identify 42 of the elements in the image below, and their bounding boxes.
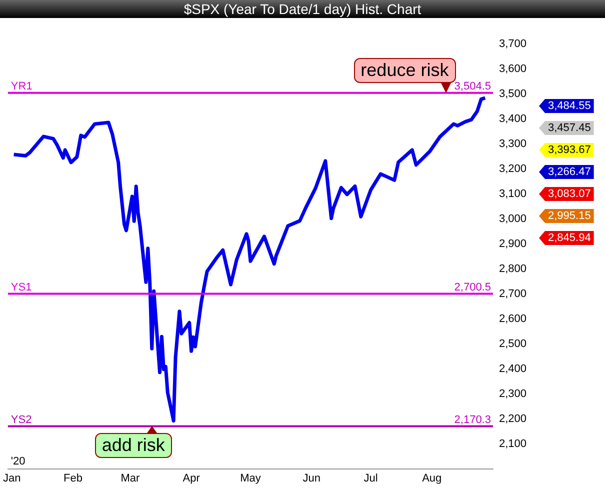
y-tick-label: 3,600 xyxy=(499,63,527,76)
y-tick-label: 3,500 xyxy=(499,88,527,100)
text: 2,845.94 xyxy=(548,232,591,244)
y-tick-label: 2,100 xyxy=(499,438,527,450)
y-tick-label: 2,400 xyxy=(499,362,527,375)
y-tick-label: 2,800 xyxy=(499,262,527,275)
annotation: 2,170.3 xyxy=(454,414,491,426)
x-tick-label: Aug xyxy=(422,472,442,484)
x-tick-label: May xyxy=(240,472,262,484)
x-tick-label: Feb xyxy=(64,472,82,484)
y-tick-label: 2,500 xyxy=(499,338,527,350)
y-tick-label: 2,300 xyxy=(499,388,527,400)
annotation: '20 xyxy=(10,455,26,468)
y-tick-label: 3,000 xyxy=(499,212,527,225)
y-tick-label: 2,200 xyxy=(499,412,527,425)
x-tick-label: Jun xyxy=(302,472,320,484)
ref-line-label: YS1 xyxy=(10,281,32,294)
annotation: add risk xyxy=(94,433,172,458)
y-tick-label: 2,700 xyxy=(499,288,527,300)
text: 3,266.47 xyxy=(548,166,591,178)
y-tick-label: 3,700 xyxy=(499,38,527,50)
y-tick-label: 3,400 xyxy=(499,112,527,125)
y-tick-label: 3,100 xyxy=(499,188,527,200)
annotation: 2,700.5 xyxy=(454,281,491,294)
text: 3,083.07 xyxy=(548,188,591,200)
y-tick-label: 2,900 xyxy=(499,238,527,250)
text: 3,484.55 xyxy=(548,100,591,112)
x-tick-label: Apr xyxy=(182,472,200,484)
text: 3,393.67 xyxy=(548,144,591,156)
x-tick-label: Jul xyxy=(364,472,378,484)
annotation: reduce risk xyxy=(354,58,456,83)
ref-line-label: YR1 xyxy=(10,80,32,92)
text: 3,457.45 xyxy=(548,122,591,134)
ref-line-label: YS2 xyxy=(10,414,32,426)
y-tick-label: 2,600 xyxy=(499,312,527,325)
text: 2,995.15 xyxy=(548,210,591,222)
x-tick-label: Jan xyxy=(2,472,21,484)
annotation: 3,504.5 xyxy=(454,80,491,92)
y-tick-label: 3,300 xyxy=(499,138,527,150)
x-tick-label: Mar xyxy=(120,472,140,484)
chart-title: $SPX (Year To Date/1 day) Hist. Chart xyxy=(0,0,605,18)
y-tick-label: 3,200 xyxy=(499,162,527,175)
